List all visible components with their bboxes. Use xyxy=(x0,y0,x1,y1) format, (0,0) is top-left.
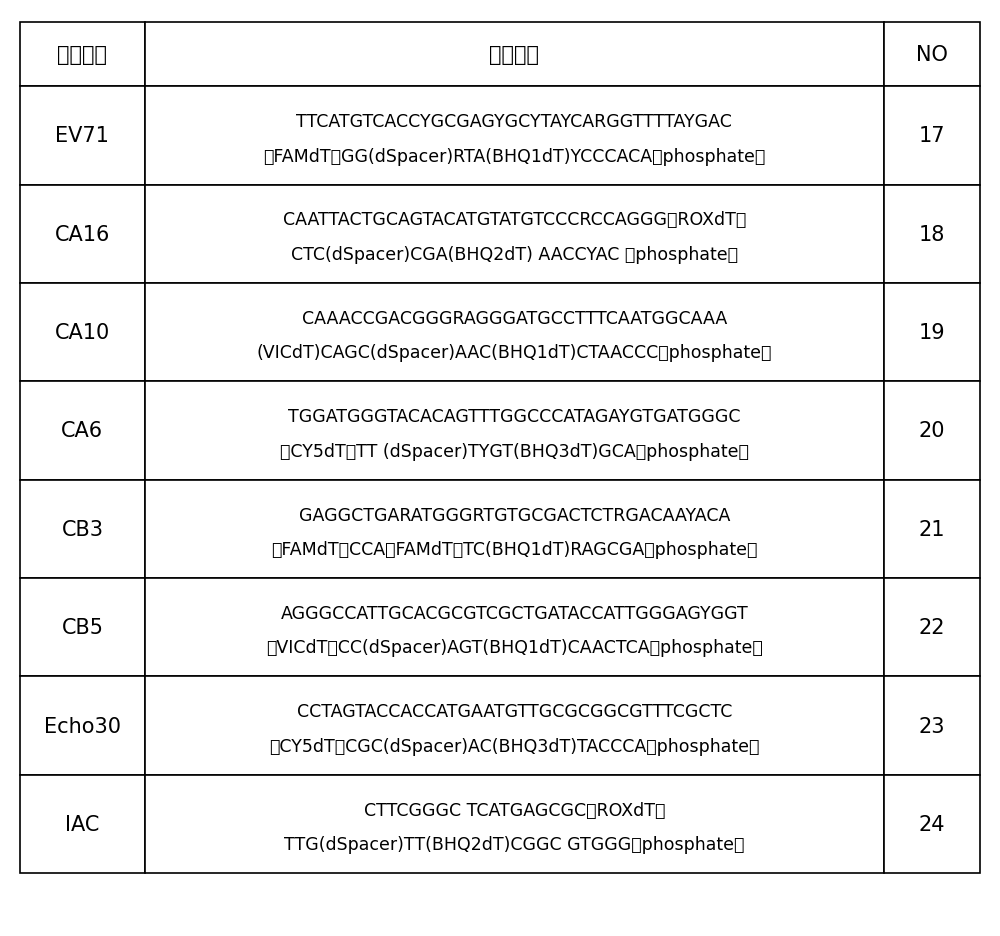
Bar xyxy=(884,284,980,382)
Text: （CY5dT）CGC(dSpacer)AC(BHQ3dT)TACCCA（phosphate）: （CY5dT）CGC(dSpacer)AC(BHQ3dT)TACCCA（phos… xyxy=(269,737,760,755)
Text: （FAMdT）GG(dSpacer)RTA(BHQ1dT)YCCCACA（phosphate）: （FAMdT）GG(dSpacer)RTA(BHQ1dT)YCCCACA（pho… xyxy=(263,147,766,166)
Bar xyxy=(884,578,980,677)
Text: TGGATGGGTACACAGTTTGGCCCATAGAYGTGATGGGC: TGGATGGGTACACAGTTTGGCCCATAGAYGTGATGGGC xyxy=(288,408,741,426)
Bar xyxy=(145,677,884,775)
Text: TTCATGTCACCYGCGAGYGCYTAYCARGGTTTTAYGAC: TTCATGTCACCYGCGAGYGCYTAYCARGGTTTTAYGAC xyxy=(296,113,732,131)
Text: (VICdT)CAGC(dSpacer)AAC(BHQ1dT)CTAACCC（phosphate）: (VICdT)CAGC(dSpacer)AAC(BHQ1dT)CTAACCC（p… xyxy=(257,344,772,362)
Text: EV71: EV71 xyxy=(55,126,109,146)
Text: 检测目标: 检测目标 xyxy=(57,45,107,66)
Text: 探针序列: 探针序列 xyxy=(489,45,539,66)
Bar xyxy=(145,23,884,87)
Text: Echo30: Echo30 xyxy=(44,716,121,736)
Text: CB3: CB3 xyxy=(61,519,103,539)
Text: GAGGCTGARATGGGRTGTGCGACTCTRGACAAYACA: GAGGCTGARATGGGRTGTGCGACTCTRGACAAYACA xyxy=(299,506,730,524)
Bar xyxy=(145,284,884,382)
Text: CCTAGTACCACCATGAATGTTGCGCGGCGTTTCGCTC: CCTAGTACCACCATGAATGTTGCGCGGCGTTTCGCTC xyxy=(297,703,732,721)
Bar xyxy=(145,578,884,677)
Text: CA10: CA10 xyxy=(55,323,110,343)
Text: CAAACCGACGGGRAGGGATGCCTTTCAATGGCAAA: CAAACCGACGGGRAGGGATGCCTTTCAATGGCAAA xyxy=(302,310,727,328)
Bar xyxy=(884,382,980,480)
Text: AGGGCCATTGCACGCGTCGCTGATACCATTGGGAGYGGT: AGGGCCATTGCACGCGTCGCTGATACCATTGGGAGYGGT xyxy=(281,605,748,622)
Bar xyxy=(20,578,145,677)
Text: 20: 20 xyxy=(919,421,945,441)
Bar xyxy=(20,284,145,382)
Text: NO: NO xyxy=(916,45,948,66)
Bar xyxy=(884,185,980,284)
Bar xyxy=(20,775,145,873)
Bar xyxy=(884,480,980,578)
Bar xyxy=(20,677,145,775)
Text: CA6: CA6 xyxy=(61,421,103,441)
Bar xyxy=(145,185,884,284)
Bar xyxy=(20,87,145,185)
Bar xyxy=(145,87,884,185)
Bar xyxy=(20,480,145,578)
Bar xyxy=(20,23,145,87)
Bar xyxy=(884,775,980,873)
Text: CTTCGGGC TCATGAGCGC（ROXdT）: CTTCGGGC TCATGAGCGC（ROXdT） xyxy=(364,801,665,819)
Text: （CY5dT）TT (dSpacer)TYGT(BHQ3dT)GCA（phosphate）: （CY5dT）TT (dSpacer)TYGT(BHQ3dT)GCA（phosp… xyxy=(280,442,749,461)
Text: CA16: CA16 xyxy=(55,225,110,244)
Bar xyxy=(145,775,884,873)
Text: 21: 21 xyxy=(919,519,945,539)
Text: 17: 17 xyxy=(919,126,945,146)
Bar xyxy=(884,23,980,87)
Text: TTG(dSpacer)TT(BHQ2dT)CGGC GTGGG（phosphate）: TTG(dSpacer)TT(BHQ2dT)CGGC GTGGG（phospha… xyxy=(284,835,745,854)
Text: CTC(dSpacer)CGA(BHQ2dT) AACCYAC （phosphate）: CTC(dSpacer)CGA(BHQ2dT) AACCYAC （phospha… xyxy=(291,245,738,264)
Text: 23: 23 xyxy=(919,716,945,736)
Text: IAC: IAC xyxy=(65,814,100,834)
Text: 18: 18 xyxy=(919,225,945,244)
Bar xyxy=(20,382,145,480)
Text: 22: 22 xyxy=(919,618,945,637)
Bar xyxy=(145,382,884,480)
Bar xyxy=(884,677,980,775)
Bar xyxy=(20,185,145,284)
Text: 19: 19 xyxy=(919,323,945,343)
Bar xyxy=(145,480,884,578)
Text: CAATTACTGCAGTACATGTATGTCCCRCCAGGG（ROXdT）: CAATTACTGCAGTACATGTATGTCCCRCCAGGG（ROXdT） xyxy=(283,212,746,229)
Text: CB5: CB5 xyxy=(61,618,103,637)
Text: （VICdT）CC(dSpacer)AGT(BHQ1dT)CAACTCA（phosphate）: （VICdT）CC(dSpacer)AGT(BHQ1dT)CAACTCA（pho… xyxy=(266,638,763,657)
Bar xyxy=(884,87,980,185)
Text: 24: 24 xyxy=(919,814,945,834)
Text: （FAMdT）CCA（FAMdT）TC(BHQ1dT)RAGCGA（phosphate）: （FAMdT）CCA（FAMdT）TC(BHQ1dT)RAGCGA（phosph… xyxy=(271,540,758,559)
